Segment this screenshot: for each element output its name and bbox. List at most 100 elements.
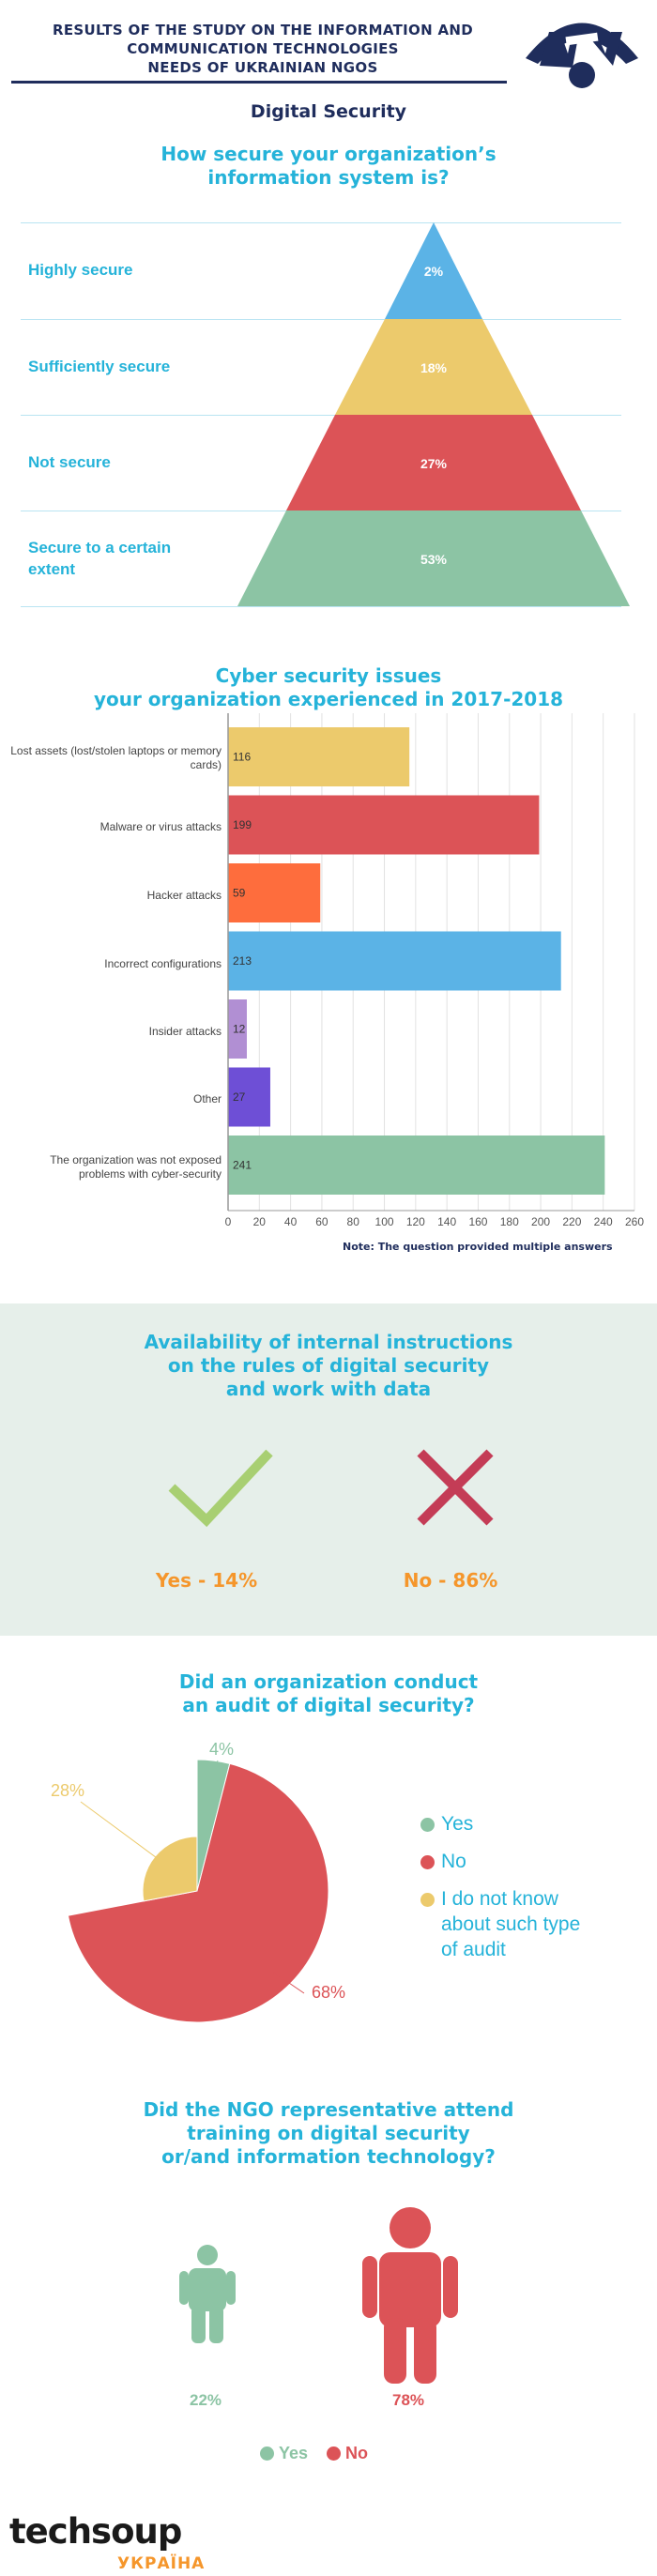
bar-x-tick-label: 100 xyxy=(375,1215,394,1228)
audit-legend-no: No xyxy=(420,1849,466,1874)
bar-x-tick-label: 240 xyxy=(594,1215,613,1228)
pyramid-row-divider xyxy=(21,415,621,416)
training-legend-no-label: No xyxy=(345,2444,368,2462)
bar-chart-title-line-2: your organization experienced in 2017-20… xyxy=(93,688,564,710)
pyramid-row-divider xyxy=(21,606,621,607)
report-title: RESULTS OF THE STUDY ON THE INFORMATION … xyxy=(19,21,507,77)
bar-label-not-exposed: The organization was not exposed problem… xyxy=(50,1153,222,1181)
section-title: Digital Security xyxy=(250,101,407,122)
bar-1 xyxy=(228,795,540,855)
bar-x-tick-label: 20 xyxy=(253,1215,267,1228)
pyramid-chart-title-line-2: information system is? xyxy=(207,166,450,189)
pie-leader-line xyxy=(273,1972,305,1994)
bar-6 xyxy=(228,1136,605,1195)
training-legend-no: No xyxy=(327,2444,368,2463)
bar-chart-plot: 0 20 40 60 80 100 120 140 160 180 200 220 240 260 116 1… xyxy=(225,713,644,1228)
training-yes-value: 22% xyxy=(190,2391,222,2409)
bar-value-label: 12 xyxy=(233,1023,246,1036)
pyramid-label-sufficiently-secure: Sufficiently secure xyxy=(28,358,171,375)
legend-dot-unknown xyxy=(420,1893,435,1907)
organization-logo-icon xyxy=(526,23,638,88)
training-legend-yes: Yes xyxy=(260,2444,308,2463)
pyramid-row-divider xyxy=(21,319,621,320)
instructions-title-line-1: Availability of internal instructions xyxy=(144,1331,513,1353)
training-title: Did the NGO representative attend traini… xyxy=(0,2098,657,2169)
pyramid-value-secure-to-extent: 53% xyxy=(420,552,448,567)
pie-slice-1 xyxy=(67,1762,329,2023)
bar-2 xyxy=(228,863,321,922)
bar-label-hacker: Hacker attacks xyxy=(146,889,222,902)
bar-value-label: 116 xyxy=(233,751,251,764)
bar-3 xyxy=(228,931,561,991)
pie-value-label: 68% xyxy=(312,1983,345,2002)
bar-x-tick-label: 260 xyxy=(625,1215,644,1228)
instructions-title: Availability of internal instructions on… xyxy=(0,1331,657,1401)
legend-dot-no xyxy=(327,2446,341,2461)
techsoup-logo-subtitle: УКРАЇНА xyxy=(117,2554,206,2573)
audit-pie-chart: 4% 68% 28% xyxy=(51,1740,345,2023)
pie-slice-2 xyxy=(142,1836,198,1902)
audit-legend-no-label: No xyxy=(441,1851,466,1872)
bar-value-label: 241 xyxy=(233,1159,252,1172)
training-title-line-1: Did the NGO representative attend xyxy=(143,2098,514,2121)
instructions-yes-label: Yes - 14% xyxy=(155,1569,258,1592)
bar-value-label: 199 xyxy=(233,818,252,831)
bar-x-tick-label: 200 xyxy=(531,1215,550,1228)
bar-x-tick-label: 180 xyxy=(500,1215,519,1228)
training-title-line-2: training on digital security xyxy=(187,2122,470,2144)
pyramid-chart: 2% 18% 27% 53% xyxy=(237,222,630,606)
instructions-title-line-3: and work with data xyxy=(225,1378,432,1400)
pyramid-label-secure-to-extent: Secure to a certain extent xyxy=(28,539,172,578)
training-legend-yes-label: Yes xyxy=(279,2444,309,2462)
bar-label-lost-assets: Lost assets (lost/stolen laptops or memo… xyxy=(10,744,222,771)
legend-dot-yes xyxy=(420,1818,435,1832)
bar-value-label: 27 xyxy=(233,1090,246,1104)
pyramid-label-not-secure: Not secure xyxy=(28,453,111,471)
pie-leader-line xyxy=(80,1801,162,1862)
instructions-title-line-2: on the rules of digital security xyxy=(167,1354,490,1377)
training-no-value: 78% xyxy=(392,2391,425,2409)
bar-x-tick-label: 40 xyxy=(284,1215,298,1228)
pie-leader-line xyxy=(210,1760,219,1781)
pyramid-value-highly-secure: 2% xyxy=(424,264,444,279)
bar-x-tick-label: 80 xyxy=(347,1215,360,1228)
pyramid-chart-title-line-1: How secure your organization’s xyxy=(160,143,497,165)
pyramid-row-divider xyxy=(21,222,621,223)
audit-legend-yes: Yes xyxy=(420,1811,473,1837)
bar-chart-title-line-1: Cyber security issues xyxy=(215,664,442,687)
bar-value-label: 213 xyxy=(233,954,252,968)
pyramid-value-not-secure: 27% xyxy=(420,456,448,471)
audit-legend-unknown-label: I do not know about such type of audit xyxy=(441,1888,581,1960)
bar-x-tick-label: 120 xyxy=(406,1215,425,1228)
techsoup-logo: techsoup xyxy=(9,2511,182,2552)
bar-label-malware: Malware or virus attacks xyxy=(99,820,222,833)
checkmark-icon xyxy=(168,1449,273,1528)
bar-5 xyxy=(228,1067,270,1127)
bar-label-incorrect-config: Incorrect configurations xyxy=(104,957,222,970)
pyramid-chart-title: How secure your organization’s informati… xyxy=(0,143,657,190)
cross-icon xyxy=(417,1449,494,1526)
bar-chart-note: Note: The question provided multiple ans… xyxy=(343,1241,613,1253)
pyramid-segment-secure-to-extent xyxy=(237,511,630,606)
pyramid-value-sufficiently-secure: 18% xyxy=(420,360,448,375)
legend-dot-yes xyxy=(260,2446,274,2461)
audit-pie-title-line-2: an audit of digital security? xyxy=(182,1694,475,1716)
pyramid-segment-sufficiently-secure xyxy=(335,319,532,415)
pyramid-segment-highly-secure xyxy=(385,222,482,319)
audit-pie-title: Did an organization conduct an audit of … xyxy=(0,1670,657,1717)
instructions-panel xyxy=(0,1303,657,1636)
bar-label-insider: Insider attacks xyxy=(148,1025,222,1038)
audit-pie-title-line-1: Did an organization conduct xyxy=(178,1670,479,1693)
training-title-line-3: or/and information technology? xyxy=(161,2145,496,2168)
report-title-line-3: NEEDS OF UKRAINIAN NGOS xyxy=(147,59,378,76)
bar-4 xyxy=(228,999,247,1059)
audit-legend-unknown: I do not know about such type of audit xyxy=(420,1886,601,1962)
bar-chart-title: Cyber security issues your organization … xyxy=(0,664,657,711)
bar-x-tick-label: 60 xyxy=(315,1215,328,1228)
header-rule xyxy=(11,81,507,84)
pyramid-segment-not-secure xyxy=(286,415,581,511)
bar-label-other: Other xyxy=(192,1092,222,1105)
bar-x-tick-label: 140 xyxy=(437,1215,456,1228)
bar-x-tick-label: 160 xyxy=(468,1215,487,1228)
pie-value-label: 4% xyxy=(209,1740,234,1759)
